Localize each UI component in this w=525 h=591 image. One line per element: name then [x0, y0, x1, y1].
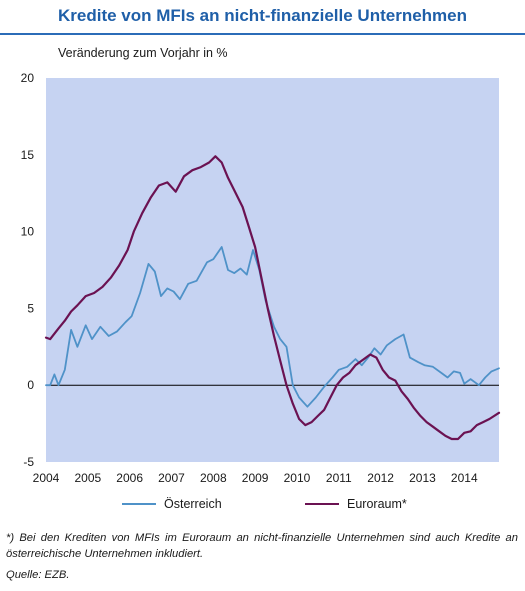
x-tick-label: 2010 [284, 471, 311, 485]
footnote: *) Bei den Krediten von MFIs im Euroraum… [6, 532, 518, 561]
source-note: Quelle: EZB. [6, 569, 70, 581]
x-tick-label: 2011 [326, 471, 352, 485]
x-tick-label: 2007 [158, 471, 185, 485]
y-tick-label: 20 [21, 71, 35, 85]
title-rule [0, 33, 525, 35]
legend-label-euroraum: Euroraum* [347, 497, 407, 511]
y-tick-label: 15 [21, 148, 35, 162]
chart-title: Kredite von MFIs an nicht-finanzielle Un… [58, 6, 467, 25]
x-tick-label: 2005 [74, 471, 101, 485]
y-tick-label: 0 [27, 378, 34, 392]
y-tick-label: 10 [21, 225, 35, 239]
x-tick-label: 2006 [116, 471, 143, 485]
legend-item-oesterreich: Österreich [122, 495, 222, 513]
y-tick-label: -5 [23, 455, 34, 469]
series-line-euroraum [44, 155, 501, 441]
x-tick-label: 2014 [451, 471, 478, 485]
legend-swatch-euroraum [305, 503, 339, 505]
legend-item-euroraum: Euroraum* [305, 495, 407, 513]
x-tick-label: 2009 [242, 471, 269, 485]
legend-swatch-oesterreich [122, 503, 156, 505]
x-tick-label: 2012 [367, 471, 394, 485]
x-tick-label: 2004 [33, 471, 60, 485]
plot-area [46, 78, 499, 462]
x-tick-label: 2013 [409, 471, 436, 485]
legend-label-oesterreich: Österreich [164, 497, 222, 511]
y-axis-label: Veränderung zum Vorjahr in % [58, 46, 228, 60]
x-tick-label: 2008 [200, 471, 227, 485]
y-tick-label: 5 [27, 301, 34, 315]
